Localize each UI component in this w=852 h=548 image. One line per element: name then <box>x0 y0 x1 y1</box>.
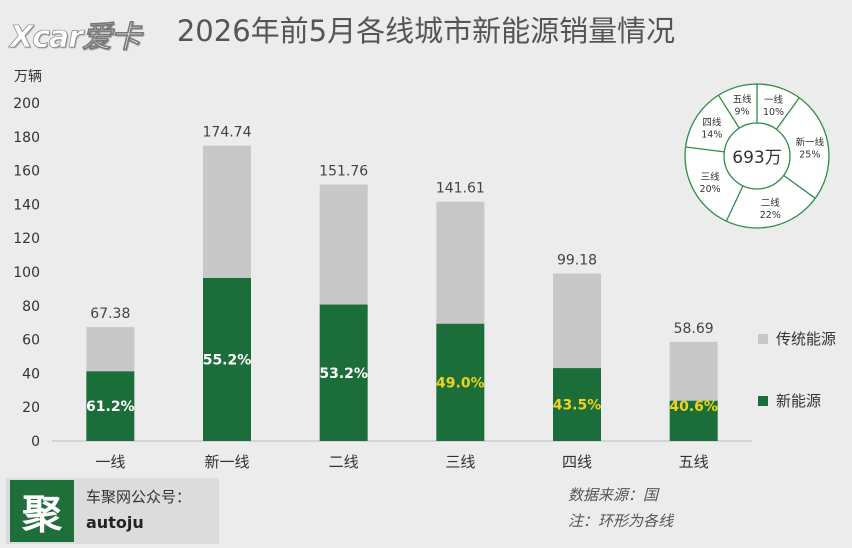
donut-segment-name: 一线 <box>764 94 784 106</box>
bar-nev <box>203 277 251 441</box>
bar-nev <box>319 304 368 441</box>
bar-total-label: 58.69 <box>674 321 714 337</box>
bar-total-label: 67.38 <box>90 306 130 322</box>
legend-item-nev: 新能源 <box>758 390 821 411</box>
bar-traditional <box>319 184 368 305</box>
bar-total-label: 141.61 <box>436 181 485 197</box>
bar-traditional <box>86 327 135 372</box>
data-source-note: 数据来源：国 <box>568 486 659 504</box>
y-tick-label: 160 <box>13 164 40 180</box>
donut-divider <box>725 185 744 222</box>
donut-segment-pct: 25% <box>799 150 820 161</box>
y-tick-label: 80 <box>22 299 40 315</box>
donut-note: 注：环形为各线 <box>568 512 674 530</box>
donut-segment-pct: 20% <box>700 184 721 195</box>
x-tick-label: 一线 <box>95 453 125 471</box>
bar-traditional <box>553 273 601 369</box>
donut-divider <box>783 174 816 199</box>
legend-swatch-nev <box>758 395 768 406</box>
y-tick-label: 180 <box>13 130 40 146</box>
bar-total-label: 99.18 <box>557 252 597 268</box>
y-tick-label: 100 <box>13 265 40 281</box>
y-axis-unit-label: 万辆 <box>14 69 42 85</box>
bar-nev-share-label: 49.0% <box>436 375 485 391</box>
bar-nev <box>669 400 718 441</box>
y-tick-label: 120 <box>13 231 40 247</box>
x-tick-label: 五线 <box>679 453 709 471</box>
donut-segment-pct: 10% <box>763 107 784 118</box>
footer-account-id: autoju <box>86 513 144 532</box>
donut-segment-name: 五线 <box>733 94 753 106</box>
bar-total-label: 151.76 <box>319 164 368 180</box>
donut-segment-name: 二线 <box>761 197 781 209</box>
bar-nev-share-label: 43.5% <box>553 398 602 414</box>
y-tick-label: 40 <box>22 366 40 382</box>
donut-divider <box>685 146 725 153</box>
page-title: 2026年前5月各线城市新能源销量情况 <box>176 14 676 48</box>
donut-segment-pct: 14% <box>701 129 722 140</box>
donut-divider <box>717 94 740 129</box>
bar-nev-share-label: 40.6% <box>669 399 718 415</box>
y-tick-label: 60 <box>22 333 40 349</box>
bar-traditional <box>669 341 718 401</box>
bar-nev-share-label: 53.2% <box>319 366 368 382</box>
x-tick-label: 四线 <box>562 453 592 471</box>
donut-divider <box>775 97 800 130</box>
xcar-logo: Xcar爱卡 <box>10 20 142 56</box>
y-tick-label: 0 <box>31 434 40 450</box>
bar-total-label: 174.74 <box>203 125 252 141</box>
legend-label-traditional: 传统能源 <box>776 330 837 348</box>
bar-nev-share-label: 55.2% <box>203 352 252 368</box>
bar-traditional <box>436 201 485 324</box>
bar-traditional <box>203 145 251 278</box>
bar-nev <box>436 323 485 441</box>
donut-segment-name: 三线 <box>701 171 721 183</box>
donut-segment-pct: 22% <box>760 210 781 221</box>
y-tick-label: 20 <box>22 400 40 416</box>
x-tick-label: 三线 <box>445 453 475 471</box>
donut-segment-name: 新一线 <box>796 137 825 149</box>
footer-account-name: 车聚网公众号： <box>86 488 192 506</box>
bar-nev <box>86 371 135 441</box>
y-tick-label: 140 <box>13 197 40 213</box>
donut-segment-name: 四线 <box>702 116 722 128</box>
autoju-logo: 聚 <box>10 480 74 542</box>
donut-center-label: 693万 <box>732 148 781 168</box>
y-tick-label: 200 <box>13 96 40 112</box>
x-tick-label: 二线 <box>329 453 359 471</box>
donut-segment-pct: 9% <box>735 107 750 118</box>
bar-nev <box>553 368 601 441</box>
bar-nev-share-label: 61.2% <box>86 399 135 415</box>
x-tick-label: 新一线 <box>204 453 249 471</box>
legend-item-traditional: 传统能源 <box>758 328 836 349</box>
legend-swatch-traditional <box>758 333 768 344</box>
legend-label-nev: 新能源 <box>776 392 822 410</box>
